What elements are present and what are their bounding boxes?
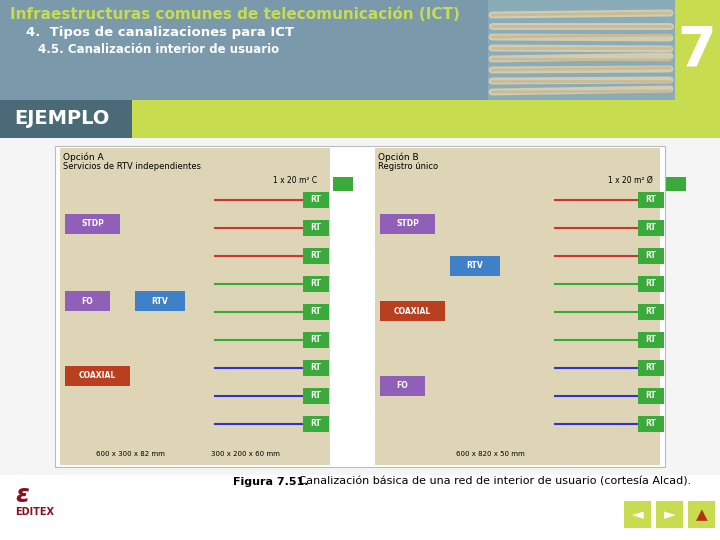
FancyBboxPatch shape (303, 248, 329, 264)
FancyBboxPatch shape (65, 291, 110, 311)
Text: Infraestructuras comunes de telecomunicación (ICT): Infraestructuras comunes de telecomunica… (10, 7, 460, 22)
Text: 1 x 20 m² C: 1 x 20 m² C (273, 176, 317, 185)
FancyBboxPatch shape (638, 332, 664, 348)
FancyBboxPatch shape (638, 220, 664, 236)
Text: RT: RT (646, 195, 657, 205)
Text: RT: RT (646, 252, 657, 260)
Text: FO: FO (397, 381, 408, 390)
FancyBboxPatch shape (0, 100, 720, 138)
FancyBboxPatch shape (303, 416, 329, 432)
Text: ►: ► (664, 507, 675, 522)
FancyBboxPatch shape (638, 248, 664, 264)
Text: Registro único: Registro único (378, 162, 438, 171)
Text: COAXIAL: COAXIAL (394, 307, 431, 315)
FancyBboxPatch shape (688, 501, 715, 528)
Text: 300 x 200 x 60 mm: 300 x 200 x 60 mm (210, 451, 279, 457)
FancyBboxPatch shape (638, 360, 664, 376)
Text: RT: RT (646, 224, 657, 233)
FancyBboxPatch shape (65, 214, 120, 234)
FancyBboxPatch shape (380, 376, 425, 396)
Text: Servicios de RTV independientes: Servicios de RTV independientes (63, 162, 201, 171)
Text: ε: ε (15, 483, 29, 507)
FancyBboxPatch shape (624, 501, 651, 528)
FancyBboxPatch shape (375, 148, 660, 465)
FancyBboxPatch shape (0, 475, 720, 540)
FancyBboxPatch shape (135, 291, 185, 311)
FancyBboxPatch shape (303, 388, 329, 404)
FancyBboxPatch shape (0, 138, 720, 475)
FancyBboxPatch shape (60, 148, 330, 465)
FancyBboxPatch shape (675, 0, 720, 100)
FancyBboxPatch shape (0, 0, 720, 100)
FancyBboxPatch shape (638, 192, 664, 208)
Text: Canalización básica de una red de interior de usuario (cortesía Alcad).: Canalización básica de una red de interi… (295, 477, 691, 487)
FancyBboxPatch shape (638, 276, 664, 292)
Text: 4.5. Canalización interior de usuario: 4.5. Canalización interior de usuario (38, 43, 279, 56)
FancyBboxPatch shape (380, 214, 435, 234)
Text: RT: RT (646, 280, 657, 288)
FancyBboxPatch shape (303, 220, 329, 236)
FancyBboxPatch shape (303, 192, 329, 208)
FancyBboxPatch shape (333, 177, 353, 191)
Text: RT: RT (310, 363, 321, 373)
Text: EDITEX: EDITEX (15, 507, 54, 517)
Text: STDP: STDP (81, 219, 104, 228)
FancyBboxPatch shape (638, 388, 664, 404)
FancyBboxPatch shape (303, 304, 329, 320)
FancyBboxPatch shape (303, 360, 329, 376)
Text: RT: RT (310, 224, 321, 233)
Text: 1 x 20 m² Ø: 1 x 20 m² Ø (608, 176, 652, 185)
Text: RT: RT (646, 335, 657, 345)
FancyBboxPatch shape (65, 366, 130, 386)
FancyBboxPatch shape (656, 501, 683, 528)
FancyBboxPatch shape (380, 301, 445, 321)
Text: FO: FO (81, 296, 94, 306)
FancyBboxPatch shape (0, 100, 132, 138)
Text: COAXIAL: COAXIAL (79, 372, 116, 381)
Text: 600 x 300 x 82 mm: 600 x 300 x 82 mm (96, 451, 164, 457)
FancyBboxPatch shape (666, 177, 686, 191)
Text: RT: RT (310, 307, 321, 316)
Text: RTV: RTV (152, 296, 168, 306)
FancyBboxPatch shape (303, 276, 329, 292)
Text: 7: 7 (678, 23, 716, 77)
Text: STDP: STDP (396, 219, 419, 228)
Text: RT: RT (646, 307, 657, 316)
Text: RT: RT (310, 420, 321, 429)
Text: RT: RT (310, 252, 321, 260)
Text: RT: RT (646, 420, 657, 429)
FancyBboxPatch shape (303, 332, 329, 348)
Text: RT: RT (310, 335, 321, 345)
Text: 600 x 820 x 50 mm: 600 x 820 x 50 mm (456, 451, 524, 457)
Text: RT: RT (646, 392, 657, 401)
Text: EJEMPLO: EJEMPLO (14, 110, 109, 129)
Text: RT: RT (310, 392, 321, 401)
FancyBboxPatch shape (638, 304, 664, 320)
FancyBboxPatch shape (638, 416, 664, 432)
Text: RTV: RTV (467, 261, 483, 271)
Text: RT: RT (646, 363, 657, 373)
Text: RT: RT (310, 280, 321, 288)
FancyBboxPatch shape (450, 256, 500, 276)
FancyBboxPatch shape (55, 146, 665, 467)
Text: Opción A: Opción A (63, 152, 104, 161)
Text: 4.  Tipos de canalizaciones para ICT: 4. Tipos de canalizaciones para ICT (26, 26, 294, 39)
FancyBboxPatch shape (488, 0, 675, 100)
Text: ◄: ◄ (631, 507, 644, 522)
Text: RT: RT (310, 195, 321, 205)
Text: ▲: ▲ (696, 507, 707, 522)
Text: Figura 7.51.: Figura 7.51. (233, 477, 308, 487)
Text: Opción B: Opción B (378, 152, 418, 161)
